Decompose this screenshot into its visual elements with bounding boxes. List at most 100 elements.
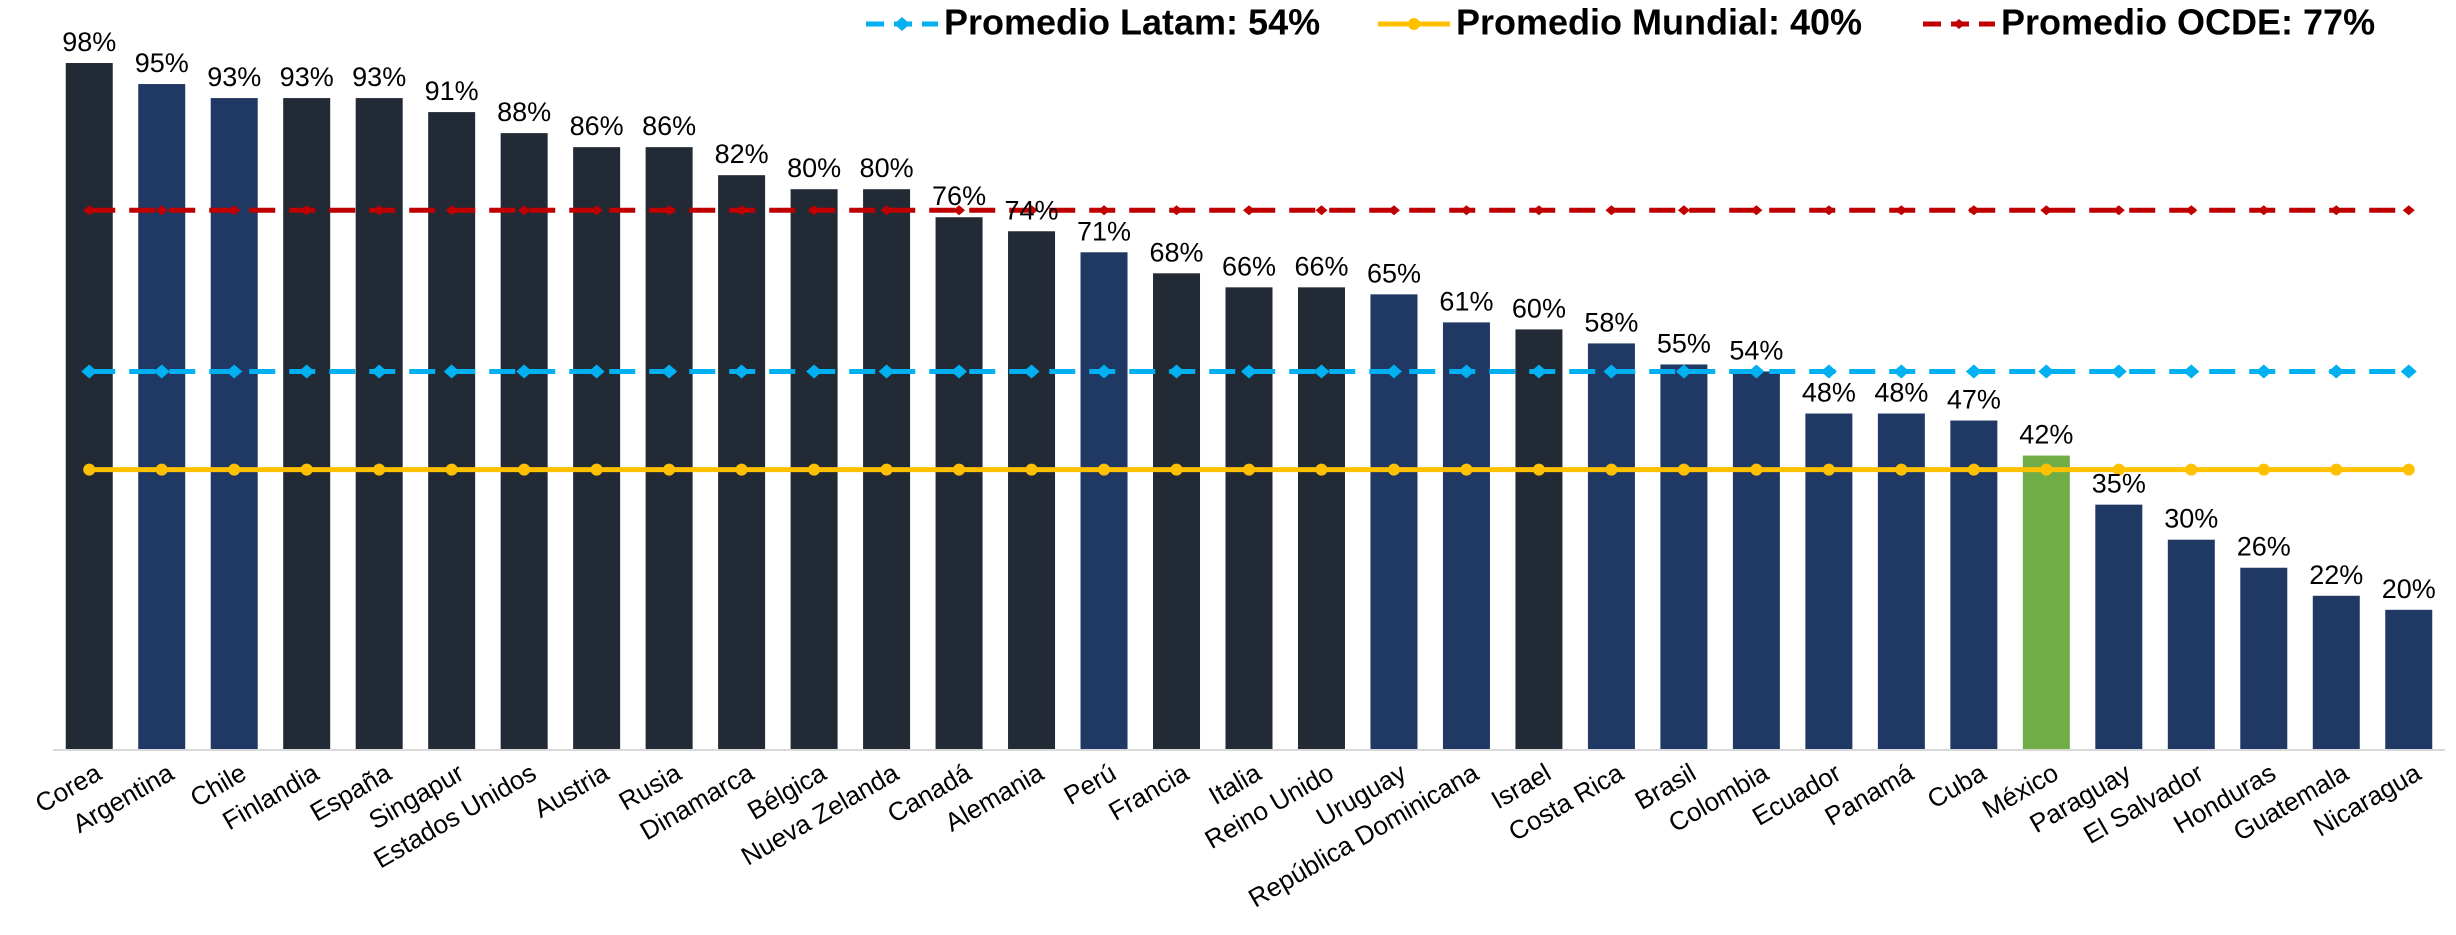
- line-marker: [1170, 205, 1183, 216]
- line-marker: [1893, 364, 1910, 379]
- line-marker: [1822, 205, 1835, 216]
- bar: [283, 98, 331, 750]
- line-marker: [445, 463, 458, 476]
- line-marker: [2112, 205, 2125, 216]
- value-label: 55%: [1657, 328, 1711, 358]
- bar: [2240, 567, 2288, 750]
- value-label: 93%: [207, 62, 261, 92]
- line-marker: [1460, 205, 1473, 216]
- line-marker: [228, 205, 241, 216]
- line-marker: [1096, 364, 1113, 379]
- value-label: 71%: [1077, 216, 1131, 246]
- line-marker: [1241, 364, 1257, 379]
- value-label: 48%: [1874, 378, 1928, 408]
- value-label: 22%: [2309, 560, 2363, 590]
- bar: [1660, 364, 1708, 750]
- value-label: 93%: [352, 62, 406, 92]
- line-marker: [2330, 205, 2343, 216]
- line-marker: [880, 463, 893, 476]
- bar: [935, 217, 983, 751]
- line-marker: [1895, 463, 1908, 476]
- line-marker: [1820, 364, 1837, 379]
- line-marker: [443, 364, 460, 379]
- value-label: 61%: [1439, 286, 1493, 316]
- bar: [2095, 504, 2143, 750]
- line-marker: [878, 364, 895, 379]
- value-label: 93%: [280, 62, 334, 92]
- bar: [1225, 287, 1273, 750]
- line-marker: [1387, 463, 1400, 476]
- line-marker: [300, 463, 313, 476]
- line-marker: [2040, 463, 2053, 476]
- line-marker: [1025, 205, 1038, 216]
- value-label: 88%: [497, 97, 551, 127]
- value-label: 66%: [1222, 251, 1276, 281]
- bar: [2022, 455, 2070, 750]
- line-marker: [1385, 364, 1402, 379]
- value-label: 54%: [1729, 335, 1783, 365]
- line-marker: [1605, 205, 1618, 216]
- line-marker: [1967, 463, 1980, 476]
- value-label: 58%: [1584, 307, 1638, 337]
- line-marker: [1965, 364, 1982, 379]
- value-label: 86%: [570, 111, 624, 141]
- value-label: 68%: [1149, 237, 1203, 267]
- line-marker: [1603, 364, 1620, 379]
- line-marker: [2255, 364, 2272, 379]
- line-marker: [1025, 463, 1038, 476]
- bar: [1442, 322, 1490, 750]
- line-marker: [1675, 364, 1692, 379]
- line-marker: [1532, 463, 1545, 476]
- line-marker: [808, 205, 821, 216]
- value-label: 20%: [2382, 574, 2436, 604]
- bar: [2167, 539, 2215, 750]
- line-marker: [1408, 18, 1420, 30]
- value-label: 91%: [425, 76, 479, 106]
- line-marker: [1750, 463, 1763, 476]
- line-marker: [1315, 205, 1328, 216]
- bar: [2312, 595, 2360, 750]
- line-marker: [951, 364, 968, 379]
- value-label: 48%: [1802, 378, 1856, 408]
- line-marker: [228, 463, 241, 476]
- bar: [1515, 329, 1563, 750]
- line-marker: [83, 463, 96, 476]
- legend-label: Promedio OCDE: 77%: [2001, 2, 2375, 43]
- line-marker: [1170, 463, 1183, 476]
- line-marker: [663, 463, 676, 476]
- legend-label: Promedio Mundial: 40%: [1456, 2, 1862, 43]
- line-marker: [1313, 364, 1330, 379]
- line-marker: [806, 364, 823, 379]
- line-marker: [2112, 463, 2125, 476]
- bar: [1587, 343, 1635, 750]
- line-marker: [590, 205, 603, 216]
- line-marker: [1748, 364, 1765, 379]
- line-marker: [733, 364, 750, 379]
- value-label: 47%: [1947, 385, 2001, 415]
- value-label: 26%: [2237, 532, 2291, 562]
- value-label: 35%: [2092, 469, 2146, 499]
- bar: [1008, 231, 1056, 750]
- line-marker: [735, 205, 748, 216]
- value-label: 76%: [932, 181, 986, 211]
- line-marker: [1605, 463, 1618, 476]
- line-marker: [1098, 463, 1111, 476]
- bar: [428, 112, 476, 751]
- line-marker: [373, 205, 386, 216]
- line-marker: [588, 364, 605, 379]
- line-marker: [1315, 463, 1328, 476]
- line-marker: [953, 463, 966, 476]
- bar: [718, 175, 766, 750]
- line-marker: [83, 205, 96, 216]
- line-marker: [663, 205, 676, 216]
- bar: [65, 63, 113, 750]
- line-marker: [155, 463, 168, 476]
- line-marker: [373, 463, 386, 476]
- line-marker: [226, 364, 243, 379]
- value-label: 80%: [860, 153, 914, 183]
- line-marker: [2257, 463, 2270, 476]
- line-marker: [298, 364, 315, 379]
- line-marker: [516, 364, 533, 379]
- value-label: 98%: [62, 27, 116, 57]
